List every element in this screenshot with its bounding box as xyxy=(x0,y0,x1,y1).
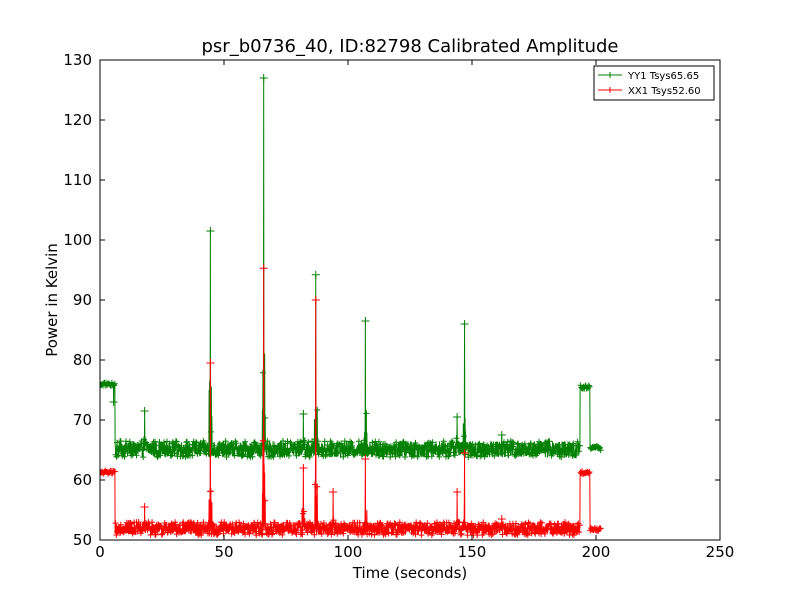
legend-label: XX1 Tsys52.60 xyxy=(628,86,701,97)
y-axis-label: Power in Kelvin xyxy=(43,243,61,357)
y-tick-label: 60 xyxy=(73,471,92,489)
y-tick-label: 90 xyxy=(73,291,92,309)
legend-marker xyxy=(607,87,613,93)
y-tick-label: 50 xyxy=(73,531,92,549)
plot-area xyxy=(100,74,604,539)
y-tick-label: 130 xyxy=(63,51,92,69)
x-axis-label: Time (seconds) xyxy=(352,564,468,582)
x-tick-label: 50 xyxy=(214,543,233,561)
legend-entry: XX1 Tsys52.60 xyxy=(598,86,701,97)
x-tick-label: 0 xyxy=(95,543,105,561)
series-yy1 xyxy=(100,74,604,461)
y-tick-label: 100 xyxy=(63,231,92,249)
x-tick-label: 100 xyxy=(334,543,363,561)
y-tick-label: 80 xyxy=(73,351,92,369)
series-xx1 xyxy=(100,264,604,539)
series-markers xyxy=(100,264,604,539)
legend-box xyxy=(593,65,715,101)
series-markers xyxy=(100,74,604,461)
y-tick-label: 70 xyxy=(73,411,92,429)
legend: YY1 Tsys65.65 XX1 Tsys52.60 xyxy=(593,65,715,101)
x-tick-label: 200 xyxy=(582,543,611,561)
x-tick-label: 250 xyxy=(706,543,735,561)
legend-entry: YY1 Tsys65.65 xyxy=(598,71,699,82)
legend-marker xyxy=(607,72,613,78)
x-tick-label: 150 xyxy=(458,543,487,561)
data-layer xyxy=(100,74,604,539)
y-tick-label: 120 xyxy=(63,111,92,129)
chart-title: psr_b0736_40, ID:82798 Calibrated Amplit… xyxy=(202,36,619,57)
y-tick-label: 110 xyxy=(63,171,92,189)
legend-label: YY1 Tsys65.65 xyxy=(627,71,699,82)
